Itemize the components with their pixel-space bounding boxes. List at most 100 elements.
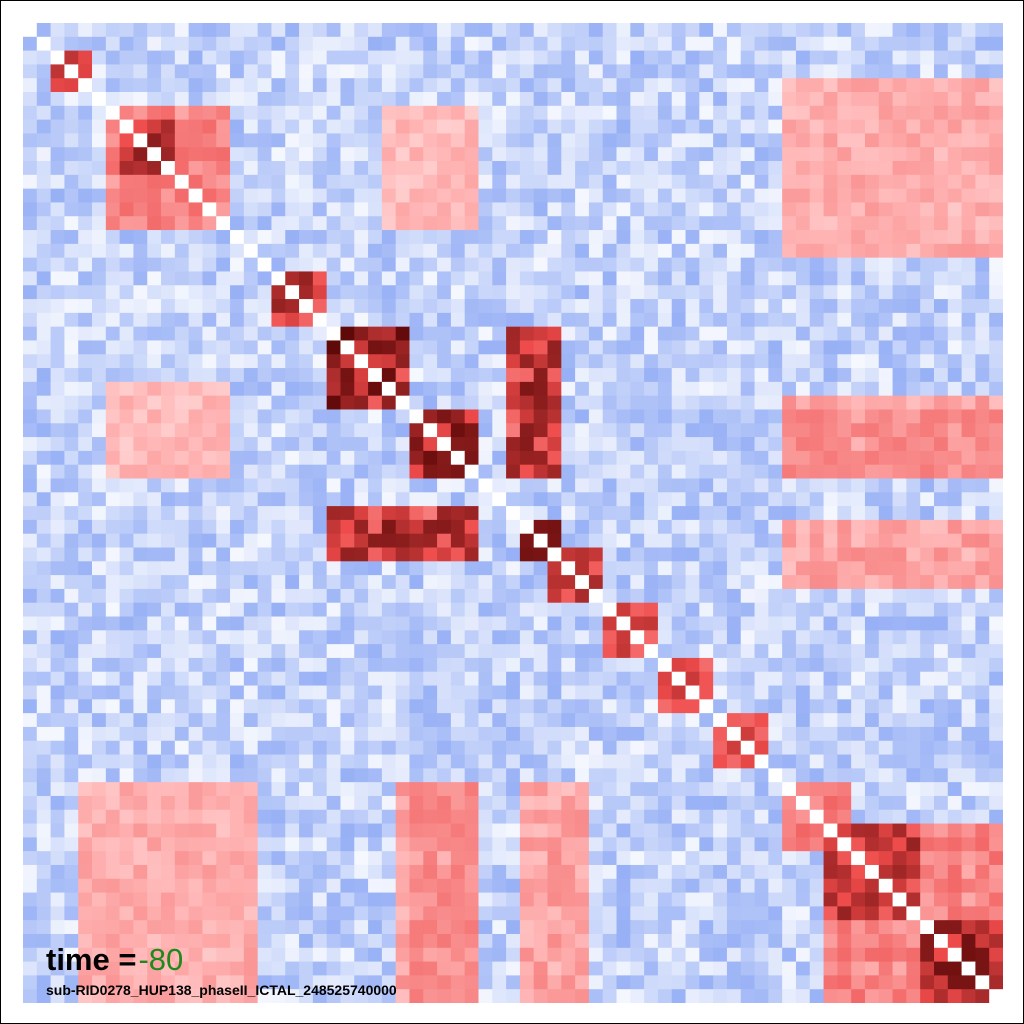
heatmap-cell xyxy=(795,64,811,79)
heatmap-cell xyxy=(961,864,976,880)
heatmap-cell xyxy=(354,36,369,52)
heatmap-cell xyxy=(78,671,93,687)
heatmap-cell xyxy=(602,381,618,397)
heatmap-cell xyxy=(851,147,866,162)
heatmap-cell xyxy=(326,864,342,880)
heatmap-cell xyxy=(809,326,825,342)
heatmap-cell xyxy=(837,216,852,231)
heatmap-cell xyxy=(533,340,549,355)
heatmap-cell xyxy=(933,188,949,204)
heatmap-cell xyxy=(837,906,852,921)
heatmap-cell xyxy=(754,326,769,342)
heatmap-cell xyxy=(326,423,342,438)
heatmap-cell xyxy=(202,478,217,493)
heatmap-cell xyxy=(726,23,742,38)
heatmap-cell xyxy=(464,257,480,273)
heatmap-cell xyxy=(216,381,231,397)
heatmap-cell xyxy=(64,547,79,562)
heatmap-cell xyxy=(782,271,797,286)
heatmap-cell xyxy=(575,64,590,79)
heatmap-cell xyxy=(64,147,79,162)
heatmap-cell xyxy=(506,312,521,328)
heatmap-cell xyxy=(285,588,300,604)
heatmap-cell xyxy=(381,492,397,507)
heatmap-cell xyxy=(174,92,190,107)
heatmap-cell xyxy=(92,602,107,618)
heatmap-cell xyxy=(506,616,521,631)
heatmap-cell xyxy=(285,188,300,204)
heatmap-cell xyxy=(809,519,825,535)
heatmap-cell xyxy=(989,533,1003,549)
heatmap-cell xyxy=(851,920,866,935)
heatmap-cell xyxy=(423,533,438,549)
heatmap-cell xyxy=(561,933,576,949)
heatmap-cell xyxy=(36,561,52,576)
heatmap-cell xyxy=(754,644,769,659)
heatmap-cell xyxy=(64,864,79,880)
heatmap-cell xyxy=(947,188,963,204)
heatmap-cell xyxy=(230,243,245,259)
heatmap-cell xyxy=(588,354,604,369)
heatmap-cell xyxy=(961,644,976,659)
heatmap-cell xyxy=(561,975,576,990)
heatmap-cell xyxy=(906,837,921,852)
heatmap-cell xyxy=(243,478,259,493)
heatmap-cell xyxy=(823,257,838,273)
heatmap-cell xyxy=(216,864,231,880)
heatmap-cell xyxy=(492,699,507,714)
heatmap-cell xyxy=(64,713,79,728)
heatmap-cell xyxy=(961,892,976,907)
heatmap-cell xyxy=(768,105,783,121)
heatmap-cell xyxy=(105,354,121,369)
heatmap-cell xyxy=(892,851,907,866)
heatmap-cell xyxy=(464,588,480,604)
heatmap-cell xyxy=(519,299,535,314)
heatmap-cell xyxy=(188,782,204,797)
heatmap-cell xyxy=(685,354,700,369)
heatmap-diagonal-cell xyxy=(685,685,700,700)
heatmap-cell xyxy=(423,975,438,990)
heatmap-cell xyxy=(975,395,990,411)
heatmap-cell xyxy=(216,602,231,618)
heatmap-cell xyxy=(602,561,618,576)
heatmap-cell xyxy=(105,161,121,176)
heatmap-cell xyxy=(630,699,645,714)
heatmap-cell xyxy=(892,326,907,342)
heatmap-cell xyxy=(285,906,300,921)
heatmap-cell xyxy=(933,243,949,259)
heatmap-cell xyxy=(216,230,231,245)
heatmap-cell xyxy=(92,892,107,907)
heatmap-cell xyxy=(657,50,673,66)
heatmap-cell xyxy=(823,133,838,148)
heatmap-cell xyxy=(795,851,811,866)
heatmap-cell xyxy=(506,119,521,135)
heatmap-cell xyxy=(685,878,700,894)
heatmap-cell xyxy=(381,78,397,93)
heatmap-cell xyxy=(713,657,728,673)
heatmap-cell xyxy=(864,533,880,549)
heatmap-cell xyxy=(437,368,452,383)
heatmap-cell xyxy=(809,133,825,148)
heatmap-cell xyxy=(161,50,176,66)
heatmap-cell xyxy=(809,464,825,480)
heatmap-cell xyxy=(644,161,659,176)
heatmap-cell xyxy=(699,50,714,66)
heatmap-cell xyxy=(547,602,562,618)
heatmap-cell xyxy=(188,36,204,52)
heatmap-cell xyxy=(147,105,162,121)
heatmap-cell xyxy=(340,575,355,590)
heatmap-cell xyxy=(202,644,217,659)
heatmap-cell xyxy=(409,161,424,176)
heatmap-cell xyxy=(64,216,79,231)
heatmap-cell xyxy=(547,326,562,342)
heatmap-cell xyxy=(506,768,521,783)
heatmap-cell xyxy=(216,133,231,148)
heatmap-cell xyxy=(892,202,907,217)
heatmap-cell xyxy=(989,754,1003,769)
heatmap-cell xyxy=(519,671,535,687)
heatmap-cell xyxy=(174,478,190,493)
heatmap-cell xyxy=(119,561,135,576)
heatmap-cell xyxy=(947,340,963,355)
heatmap-cell xyxy=(312,989,328,1003)
heatmap-cell xyxy=(933,533,949,549)
